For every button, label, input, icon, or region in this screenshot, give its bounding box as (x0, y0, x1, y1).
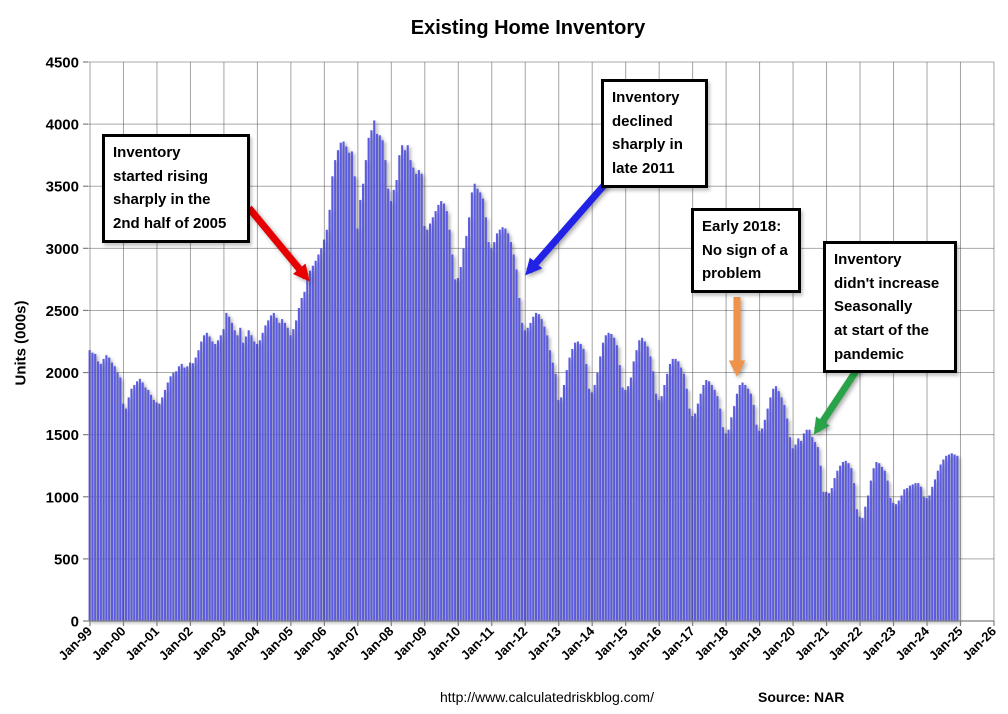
y-tick-label: 4500 (46, 55, 79, 72)
y-tick-label: 500 (54, 551, 79, 568)
x-tick-label: Jan-06 (290, 624, 330, 664)
source-label: Source: NAR (758, 689, 845, 705)
x-tick-label: Jan-15 (591, 624, 631, 664)
x-tick-label: Jan-05 (256, 624, 296, 664)
x-tick-label: Jan-13 (524, 624, 564, 664)
x-gridlines (89, 62, 995, 621)
x-tick-label: Jan-22 (825, 624, 865, 664)
y-tick-label: 2500 (46, 303, 79, 320)
y-tick-label: 3000 (46, 241, 79, 258)
y-tick-label: 0 (71, 614, 79, 631)
x-tick-label: Jan-14 (558, 623, 598, 663)
x-tick-label: Jan-02 (156, 624, 196, 664)
annotation-pandemic-box: Inventory didn't increase Seasonally at … (823, 241, 957, 374)
y-tick-label: 3500 (46, 179, 79, 196)
annotation-arrows (246, 180, 861, 435)
annotation-2011-box: Inventory declined sharply in late 2011 (601, 79, 708, 188)
x-tick-label: Jan-09 (390, 624, 430, 664)
x-tick-label: Jan-19 (725, 624, 765, 664)
green-arrow (813, 366, 861, 435)
x-tick-label: Jan-24 (892, 623, 932, 663)
x-tick-label: Jan-01 (122, 624, 162, 664)
x-tick-label: Jan-26 (959, 624, 999, 664)
x-tick-label: Jan-25 (926, 624, 966, 664)
source-url-text: http://www.calculatedriskblog.com/ (440, 689, 654, 705)
y-tick-label: 2000 (46, 365, 79, 382)
red-arrow (246, 205, 310, 282)
x-tick-label: Jan-04 (223, 623, 263, 663)
y-tick-label: 1000 (46, 489, 79, 506)
annotation-2018-box: Early 2018: No sign of a problem (691, 208, 801, 294)
x-tick-label: Jan-12 (491, 624, 531, 664)
y-axis-title: Units (000s) (12, 300, 30, 386)
x-tick-label: Jan-21 (792, 624, 832, 664)
x-tick-label: Jan-20 (758, 624, 798, 664)
x-tick-label: Jan-10 (424, 624, 464, 664)
x-tick-label: Jan-18 (691, 624, 731, 664)
annotation-2005-box: Inventory started rising sharply in the … (102, 134, 250, 243)
x-tick-label: Jan-11 (458, 624, 497, 663)
y-tick-label: 1500 (46, 427, 79, 444)
x-tick-label: Jan-23 (859, 624, 899, 664)
chart-title: Existing Home Inventory (410, 17, 646, 39)
blue-arrow (525, 180, 609, 276)
y-tick-label: 4000 (46, 117, 79, 134)
x-tick-label: Jan-08 (357, 624, 397, 664)
x-tick-label: Jan-17 (658, 624, 698, 664)
x-tick-label: Jan-16 (625, 624, 665, 664)
x-tick-label: Jan-03 (189, 624, 229, 664)
x-tick-label: Jan-00 (89, 624, 129, 664)
x-tick-labels: Jan-99Jan-00Jan-01Jan-02Jan-03Jan-04Jan-… (55, 621, 999, 663)
x-tick-label: Jan-07 (323, 624, 363, 664)
